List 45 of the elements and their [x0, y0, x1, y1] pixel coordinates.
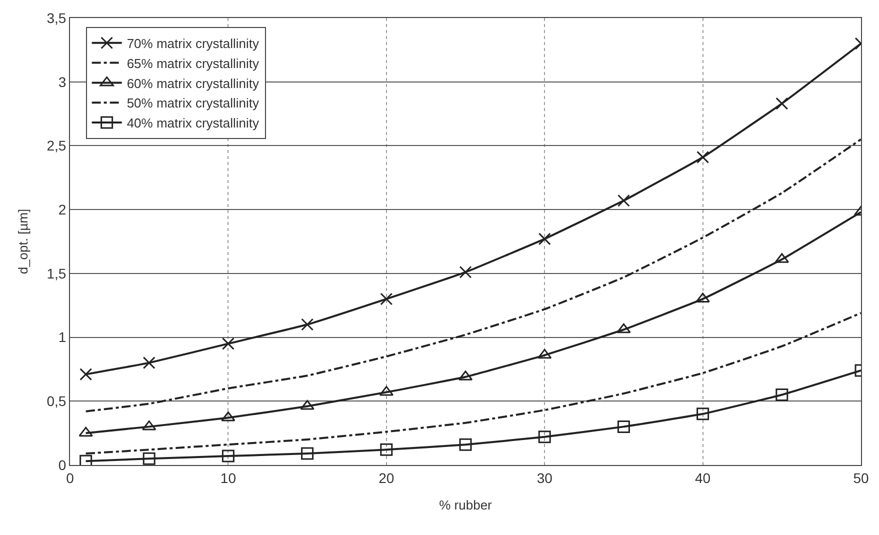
point — [459, 266, 472, 278]
x-tick-label: 40 — [695, 470, 711, 486]
point — [696, 408, 710, 420]
y-tick-label: 0 — [58, 456, 66, 473]
y-tick-label: 1,5 — [46, 265, 66, 282]
x-tick-label: 50 — [853, 470, 869, 486]
point — [459, 438, 472, 451]
point — [222, 337, 234, 350]
point — [380, 292, 393, 306]
point — [616, 323, 631, 334]
point — [80, 368, 92, 381]
y-tick-label: 2 — [58, 201, 66, 218]
point — [379, 386, 394, 396]
point — [78, 426, 93, 437]
y-tick-label: 2,5 — [46, 138, 66, 154]
point — [301, 447, 314, 460]
point — [142, 420, 156, 430]
y-tick-label: 0,5 — [46, 393, 66, 410]
x-tick-label: 10 — [220, 470, 236, 486]
point — [696, 150, 710, 164]
y-axis-title: d_opt. [µm] — [16, 208, 31, 274]
x-tick-label: 20 — [378, 470, 394, 486]
x-axis-title: % rubber — [439, 497, 493, 512]
point — [776, 388, 788, 402]
point — [538, 348, 552, 359]
point — [538, 430, 551, 444]
x-tick-label: 30 — [536, 470, 553, 486]
point — [538, 232, 551, 246]
point — [301, 318, 314, 331]
point — [142, 452, 156, 465]
point — [380, 443, 393, 456]
legend-label: 50% matrix crystallinity — [126, 96, 260, 111]
point — [617, 420, 630, 433]
legend-label: 40% matrix crystallinity — [126, 116, 260, 131]
y-tick-label: 3,5 — [46, 10, 66, 26]
legend-label: 60% matrix crystallinity — [126, 76, 260, 91]
legend-label: 65% matrix crystallinity — [126, 56, 260, 71]
line-series — [84, 138, 861, 412]
legend-label: 70% matrix crystallinity — [126, 36, 260, 51]
y-tick-label: 3 — [58, 74, 66, 90]
point — [617, 194, 630, 207]
point — [222, 450, 234, 462]
point — [80, 454, 92, 465]
y-tick-label: 1 — [58, 329, 66, 346]
point — [142, 356, 156, 370]
